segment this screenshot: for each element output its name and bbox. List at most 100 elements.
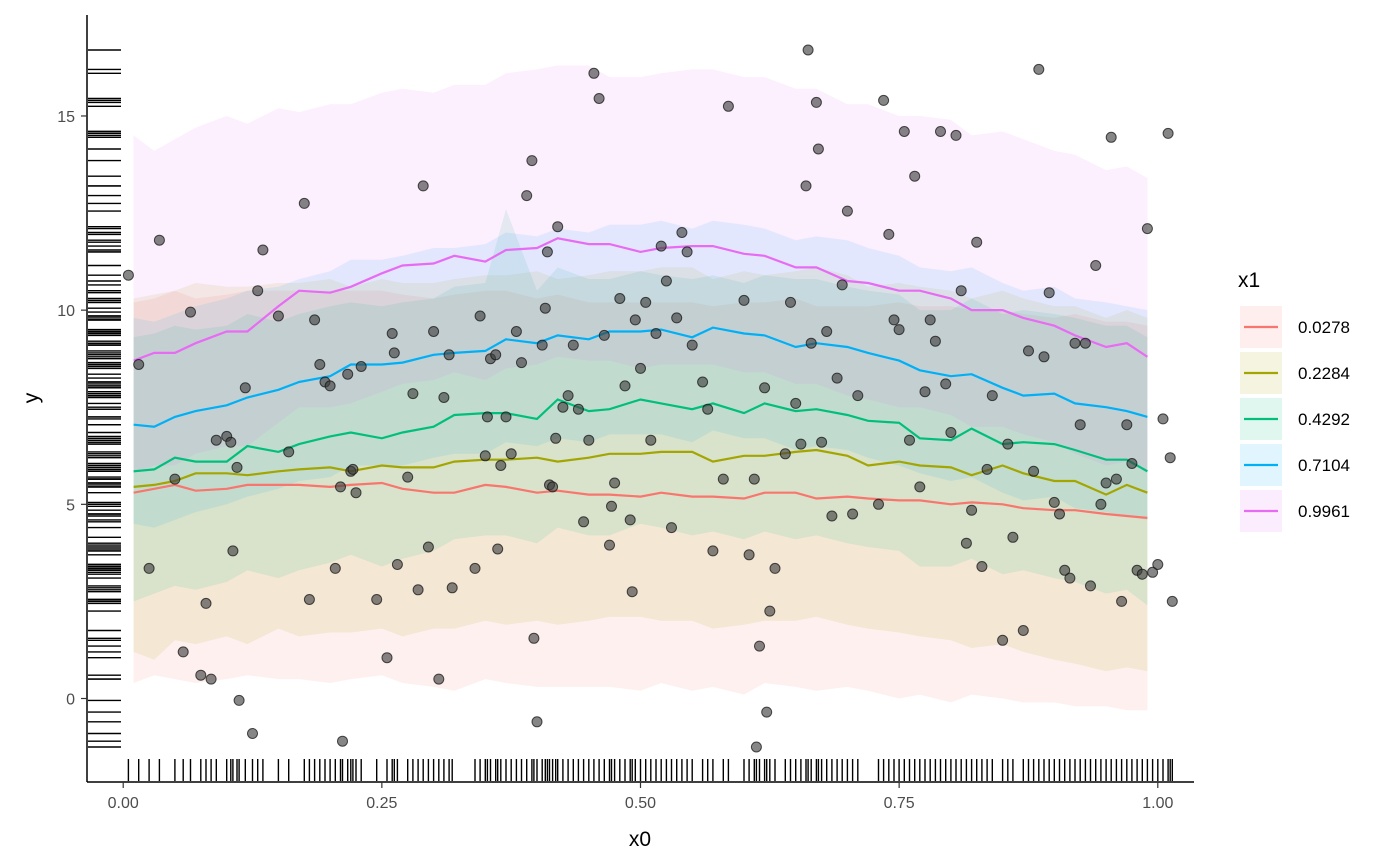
data-point [738,294,750,306]
data-point [528,632,540,644]
data-point [821,326,833,337]
series-line-0.9961 [133,237,1149,362]
band-0.0278 [133,290,1148,711]
legend-title: x1 [1238,269,1260,292]
data-point [342,368,354,380]
data-point [1079,337,1091,349]
data-point [412,584,424,596]
data-point [898,126,910,137]
x-rug [127,759,1174,781]
data-point [971,236,983,248]
data-point [233,694,245,706]
data-point [257,244,269,256]
data-point [1048,496,1060,508]
data-point [133,359,145,370]
data-point [929,335,941,347]
data-point [350,487,362,499]
data-point [976,561,988,572]
data-point [324,380,336,392]
data-point [469,562,481,574]
legend-item-0.0278: 0.0278 [1240,306,1350,348]
data-point [790,397,802,409]
data-point [1074,419,1086,431]
band-0.9961 [133,65,1148,474]
data-point [578,516,590,528]
data-point [666,522,677,534]
data-point [769,562,781,574]
series-line-0.2284 [133,448,1148,496]
data-point [567,339,579,351]
data-point [309,314,321,326]
data-point [852,390,864,402]
data-point [443,349,455,361]
data-point [619,380,631,392]
data-point [1095,498,1107,510]
data-point [935,126,946,137]
data-point [986,390,998,402]
data-point [966,504,978,516]
legend-items: 0.0278 0.2284 0.4292 0.7104 0.9961 [1240,306,1350,532]
data-point [748,473,760,485]
data-point [391,559,403,570]
data-point [337,735,348,747]
series-line-0.0278 [133,481,1148,519]
scatter-points [122,44,1178,753]
data-point [210,434,222,446]
legend-label: 0.0278 [1298,318,1350,337]
data-point [893,324,905,336]
data-point [521,190,533,202]
data-point [914,481,926,493]
data-point [707,545,719,557]
y-tick-label: 10 [57,303,75,320]
data-point [660,275,672,287]
data-point [583,434,595,446]
data-point [474,310,486,322]
data-point [802,44,814,56]
data-point [1007,531,1019,543]
legend-item-0.9961: 0.9961 [1240,490,1350,532]
data-point [177,646,189,658]
data-point [640,296,652,308]
data-point [1116,595,1128,607]
data-point [388,347,400,359]
data-point [609,477,621,489]
data-point [402,471,414,483]
data-point [1152,559,1164,570]
data-point [122,269,134,281]
data-point [386,328,398,339]
data-point [1069,337,1081,349]
data-point [1121,419,1133,431]
x-ticks: 0.00 0.25 0.50 0.75 1.00 [108,782,1173,812]
data-point [614,293,626,304]
data-point [764,605,776,617]
y-tick-label: 5 [66,497,75,514]
data-point [231,461,243,473]
data-point [407,388,419,400]
data-point [645,434,657,446]
data-point [722,100,734,112]
data-point [1157,413,1169,425]
data-point [717,473,729,485]
data-point [205,673,217,685]
data-point [1090,260,1102,271]
data-point [247,728,258,739]
y-ticks: 0 5 10 15 [57,109,87,709]
data-point [919,386,931,398]
data-point [239,382,251,394]
data-point [200,597,212,609]
data-point [940,378,952,390]
legend-label: 0.9961 [1298,502,1350,521]
data-point [750,741,762,753]
legend: x1 0.0278 0.2284 0.4292 0.7104 0.9961 [1238,269,1350,532]
series-line-0.7104 [133,326,1148,428]
data-point [981,463,993,475]
data-point [847,508,859,520]
series-lines [133,237,1149,519]
data-point [557,401,569,413]
data-point [676,227,688,238]
data-point [909,170,921,182]
data-point [505,448,517,460]
data-point [1033,63,1045,75]
data-point [671,312,683,324]
band-0.2284 [133,267,1148,672]
